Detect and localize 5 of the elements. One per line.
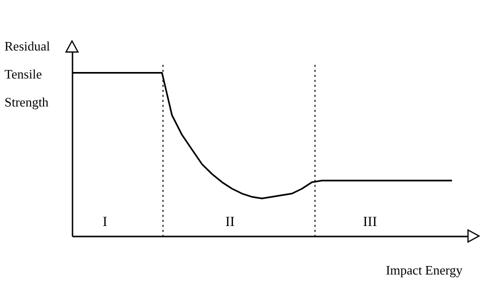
annotation: III: [363, 215, 378, 230]
x-axis-title: Impact Energy: [386, 262, 463, 278]
annotation: I: [102, 215, 108, 230]
y-axis-title: Residual Tensile Strength: [4, 38, 50, 110]
annotation: II: [225, 215, 235, 230]
